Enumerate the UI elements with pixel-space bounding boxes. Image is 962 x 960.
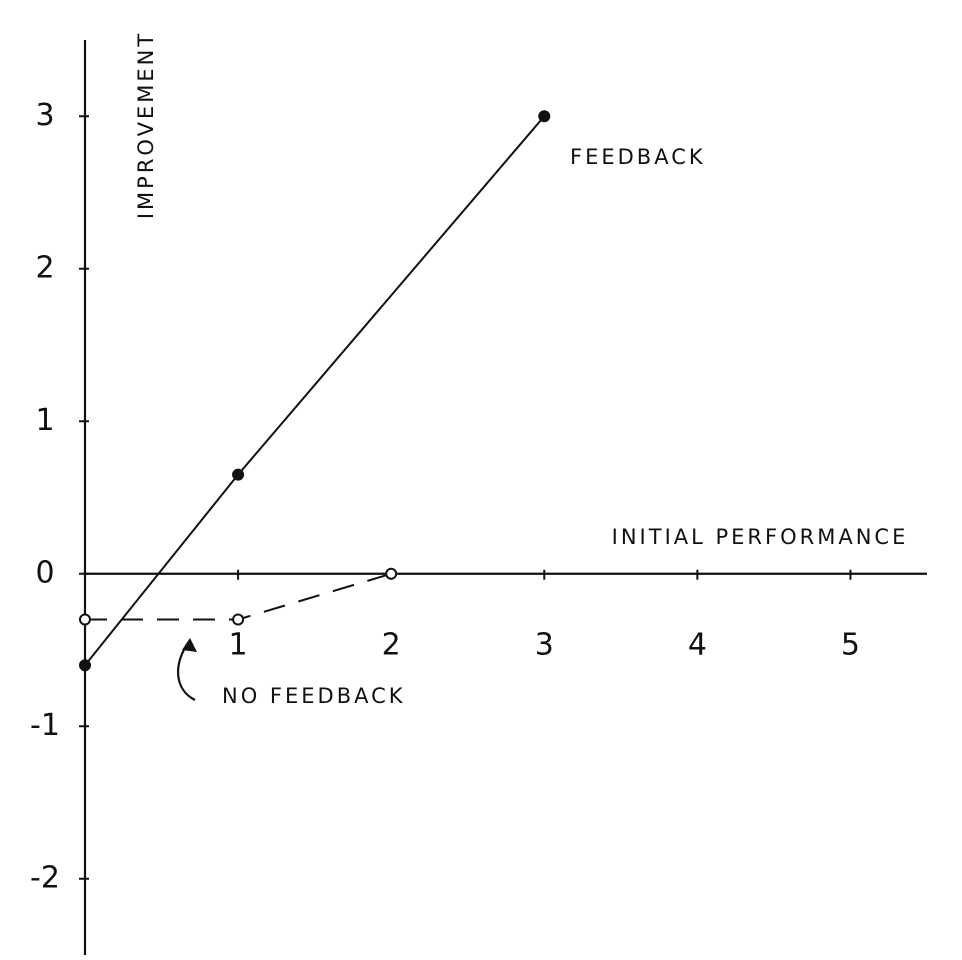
arrow-head: [182, 638, 197, 652]
x-tick-label: 2: [382, 627, 401, 662]
x-tick-label: 4: [688, 627, 707, 662]
x-tick-label: 5: [841, 627, 860, 662]
data-point: [538, 110, 551, 123]
series-label: NO FEEDBACK: [222, 684, 406, 708]
y-tick-label: 2: [35, 250, 54, 285]
data-point: [79, 613, 91, 626]
y-tick-label: 3: [35, 98, 54, 133]
y-axis-label: IMPROVEMENT: [134, 31, 158, 219]
series-label: FEEDBACK: [570, 145, 706, 169]
y-tick-label: 0: [35, 555, 54, 590]
data-point: [79, 659, 91, 672]
x-tick-label: 3: [535, 627, 554, 662]
series-line: [85, 572, 392, 621]
data-point: [385, 567, 398, 580]
x-tick-label: 1: [229, 627, 248, 662]
data-point: [232, 613, 245, 626]
y-tick-label: -1: [30, 708, 60, 743]
y-tick-label: -2: [30, 860, 60, 895]
y-tick-label: 1: [35, 403, 54, 438]
data-point: [232, 468, 245, 481]
x-axis-label: INITIAL PERFORMANCE: [612, 525, 909, 549]
